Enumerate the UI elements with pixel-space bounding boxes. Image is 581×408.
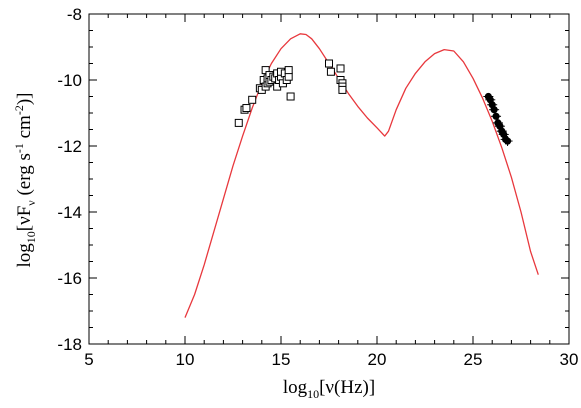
data-point-square bbox=[284, 72, 293, 81]
data-point-square bbox=[286, 92, 295, 101]
y-tick-label: -18 bbox=[57, 335, 82, 354]
axis-ticks bbox=[88, 13, 570, 345]
x-tick-label: 30 bbox=[560, 350, 579, 369]
data-point-square bbox=[242, 104, 251, 113]
x-tick-label: 15 bbox=[272, 350, 291, 369]
x-tick-label: 25 bbox=[464, 350, 483, 369]
y-tick-label: -10 bbox=[57, 71, 82, 90]
data-point-square bbox=[284, 66, 293, 75]
x-tick-label: 20 bbox=[368, 350, 387, 369]
y-tick-label: -8 bbox=[67, 5, 82, 24]
x-axis-title: log10[ν(Hz)] bbox=[283, 377, 375, 401]
y-tick-label: -16 bbox=[57, 269, 82, 288]
series-layer bbox=[184, 33, 539, 318]
x-tick-labels: 5 10 15 20 25 30 bbox=[84, 350, 578, 369]
y-axis-title: log10[νFν (erg s-1 cm-2)] bbox=[12, 93, 38, 268]
data-point-circle bbox=[503, 137, 512, 145]
data-point-circle bbox=[490, 106, 498, 114]
x-tick-label: 5 bbox=[84, 350, 93, 369]
data-point-square bbox=[326, 67, 335, 76]
data-point-square bbox=[234, 118, 243, 127]
y-tick-labels: -18 -16 -14 -12 -10 -8 bbox=[57, 5, 82, 354]
data-point-square bbox=[338, 85, 347, 94]
data-point-square bbox=[325, 59, 333, 68]
y-tick-label: -14 bbox=[57, 203, 82, 222]
y-tick-label: -12 bbox=[57, 137, 82, 156]
data-point-square bbox=[248, 95, 257, 104]
x-tick-label: 10 bbox=[176, 350, 195, 369]
data-point-circle bbox=[492, 112, 500, 120]
model-curve bbox=[184, 33, 539, 318]
data-point-square bbox=[336, 64, 345, 73]
